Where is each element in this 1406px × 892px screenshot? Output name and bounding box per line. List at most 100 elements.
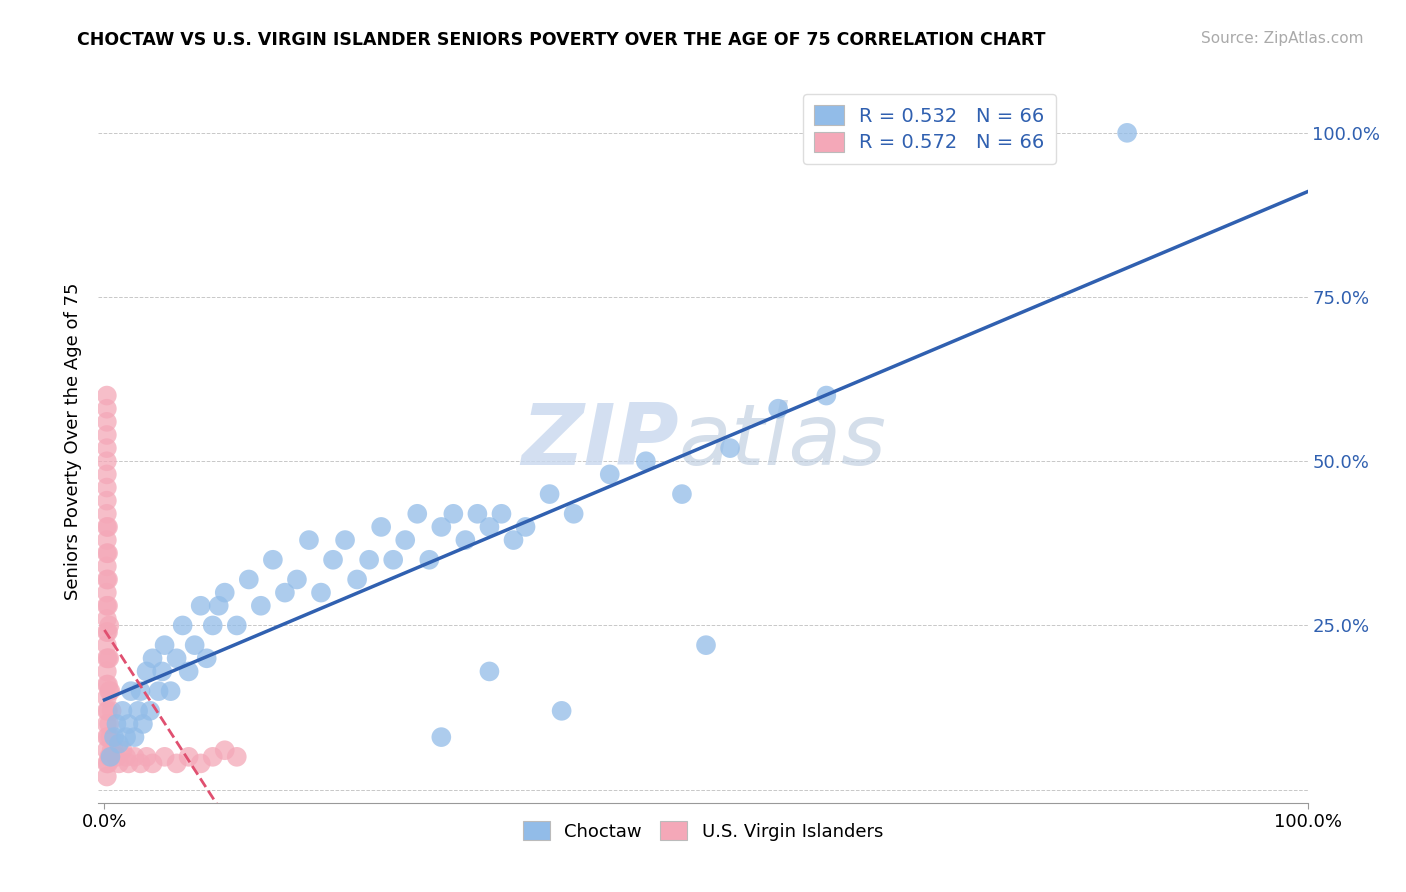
Point [177,665,200,679]
Point [96,599,118,613]
Point [418,553,440,567]
Point [96,743,118,757]
Point [103,730,125,744]
Point [562,507,585,521]
Point [214,585,236,599]
Point [96,756,118,771]
Point [97,704,120,718]
Point [96,677,118,691]
Point [96,638,118,652]
Point [766,401,789,416]
Point [97,756,120,771]
Point [96,493,118,508]
Point [120,684,142,698]
Point [262,553,284,567]
Point [96,612,118,626]
Point [454,533,477,547]
Point [96,651,118,665]
Point [1116,126,1139,140]
Point [100,704,122,718]
Point [129,756,152,771]
Point [124,730,146,744]
Point [97,625,120,640]
Point [172,618,194,632]
Point [96,388,118,402]
Point [238,573,260,587]
Point [159,684,181,698]
Point [382,553,405,567]
Point [98,618,121,632]
Point [478,520,501,534]
Point [96,625,118,640]
Point [96,546,118,560]
Point [441,507,464,521]
Point [96,441,118,455]
Point [96,730,118,744]
Point [225,749,247,764]
Point [225,618,247,632]
Point [108,756,131,771]
Point [96,507,118,521]
Point [430,520,453,534]
Point [96,573,118,587]
Point [502,533,524,547]
Point [96,401,118,416]
Y-axis label: Seniors Poverty Over the Age of 75: Seniors Poverty Over the Age of 75 [65,283,83,600]
Point [135,749,157,764]
Point [96,481,118,495]
Point [96,559,118,574]
Point [153,638,176,652]
Text: ZIP: ZIP [522,400,679,483]
Point [201,618,224,632]
Point [346,573,368,587]
Point [550,704,572,718]
Point [250,599,273,613]
Point [491,507,513,521]
Point [285,573,308,587]
Point [177,749,200,764]
Point [538,487,561,501]
Point [142,651,165,665]
Point [96,428,118,442]
Point [153,749,176,764]
Point [100,730,122,744]
Point [142,756,165,771]
Point [108,737,131,751]
Point [201,749,224,764]
Point [515,520,537,534]
Point [322,553,344,567]
Point [406,507,429,521]
Point [97,573,120,587]
Point [97,730,120,744]
Point [96,520,118,534]
Point [96,467,118,482]
Point [135,665,157,679]
Point [115,749,138,764]
Point [148,684,170,698]
Point [166,756,188,771]
Point [190,756,212,771]
Point [96,585,118,599]
Point [98,717,121,731]
Point [98,651,121,665]
Point [166,651,188,665]
Point [132,717,155,731]
Point [97,599,120,613]
Point [430,730,453,744]
Point [333,533,356,547]
Point [214,743,236,757]
Point [100,743,122,757]
Point [97,677,120,691]
Point [298,533,321,547]
Point [100,749,122,764]
Point [309,585,332,599]
Point [370,520,392,534]
Point [190,599,212,613]
Point [96,665,118,679]
Point [105,717,128,731]
Point [150,665,173,679]
Point [100,684,122,698]
Point [117,717,139,731]
Point [97,520,120,534]
Point [98,684,121,698]
